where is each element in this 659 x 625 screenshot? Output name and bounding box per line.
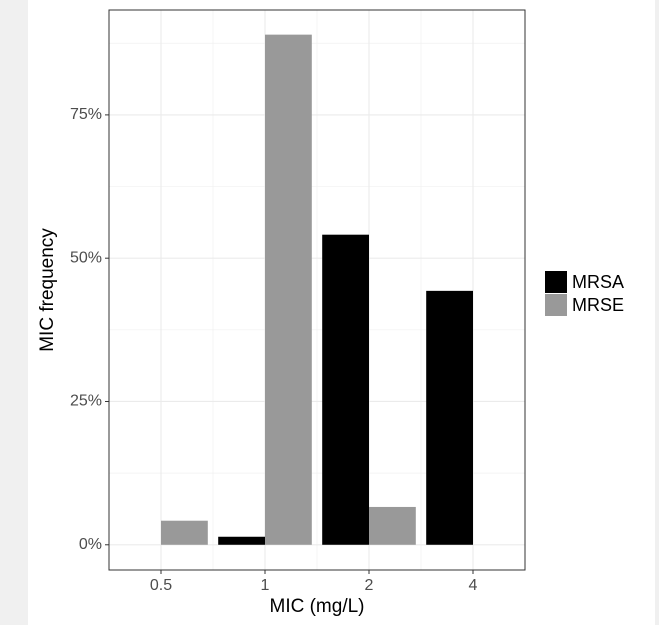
legend-label: MRSE xyxy=(572,295,624,315)
bar xyxy=(265,34,312,545)
bar xyxy=(218,536,265,545)
y-tick-label: 50% xyxy=(70,249,102,266)
bar xyxy=(322,234,369,545)
y-tick-label: 25% xyxy=(70,393,102,410)
x-tick-label: 4 xyxy=(469,577,478,594)
bar xyxy=(426,290,473,545)
x-axis-title: MIC (mg/L) xyxy=(270,596,365,617)
x-tick-label: 2 xyxy=(365,577,374,594)
y-axis-title: MIC frequency xyxy=(37,228,58,352)
legend-key xyxy=(545,294,567,316)
x-tick-label: 1 xyxy=(261,577,270,594)
x-tick-label: 0.5 xyxy=(150,577,172,594)
panel-border xyxy=(108,9,526,571)
y-tick-label: 0% xyxy=(79,536,102,553)
bar xyxy=(161,520,208,545)
legend-label: MRSA xyxy=(572,272,624,292)
bar xyxy=(369,506,416,545)
y-tick-label: 75% xyxy=(70,106,102,123)
legend-key xyxy=(545,271,567,293)
